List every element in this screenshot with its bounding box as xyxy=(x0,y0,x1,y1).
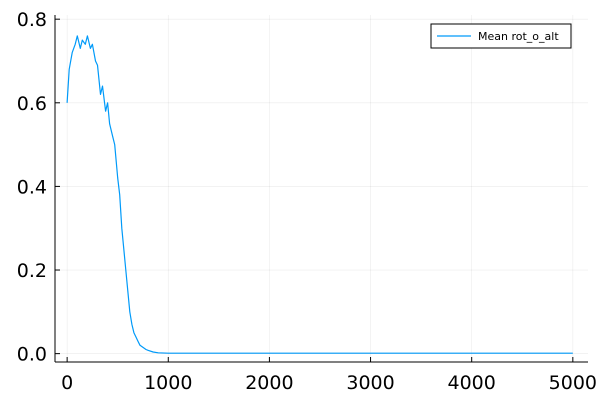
grid xyxy=(55,15,588,362)
axes xyxy=(54,15,588,363)
series-line xyxy=(66,35,573,354)
y-tick-label: 0.6 xyxy=(17,93,47,115)
y-tick-label: 0.8 xyxy=(17,9,47,31)
legend: Mean rot_o_alt xyxy=(430,23,572,49)
x-tick-label: 4000 xyxy=(448,372,496,394)
x-tick-label: 1000 xyxy=(144,372,192,394)
series-layer xyxy=(66,35,573,354)
legend-entry-label: Mean rot_o_alt xyxy=(478,30,559,43)
x-tick-label: 3000 xyxy=(346,372,394,394)
x-tick-label: 0 xyxy=(61,372,73,394)
x-tick-label: 2000 xyxy=(245,372,293,394)
y-tick-label: 0.0 xyxy=(17,344,47,366)
x-tick-label: 5000 xyxy=(549,372,597,394)
tick-labels: 0 1000 2000 3000 4000 5000 0.0 0.2 0.4 0.6 0.8 xyxy=(17,9,597,394)
y-tick-label: 0.2 xyxy=(17,260,47,282)
y-tick-label: 0.4 xyxy=(17,176,47,198)
